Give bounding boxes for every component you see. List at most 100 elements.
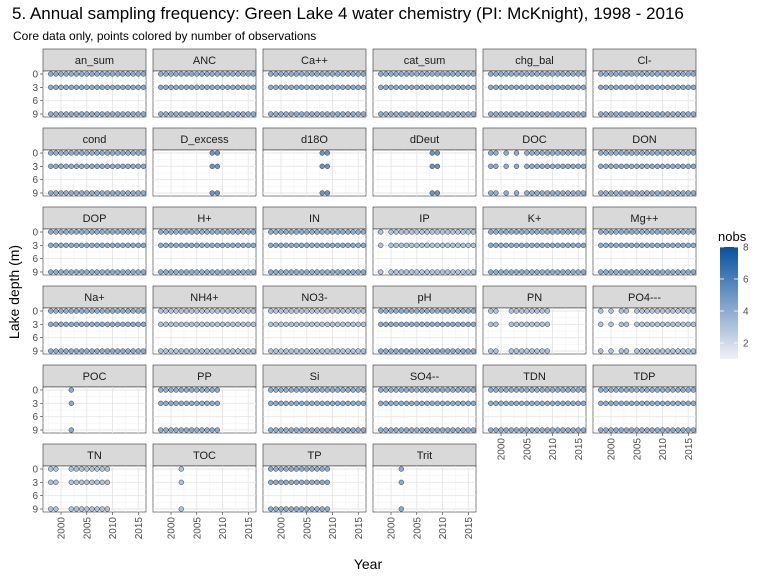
data-point xyxy=(378,427,384,433)
data-point xyxy=(649,229,655,235)
data-point xyxy=(649,387,655,393)
data-point xyxy=(78,479,85,485)
data-point xyxy=(355,71,361,77)
data-point xyxy=(575,400,581,406)
data-point xyxy=(194,400,200,406)
data-point xyxy=(398,269,404,275)
data-point xyxy=(273,229,279,235)
data-point xyxy=(178,400,184,406)
data-point xyxy=(360,308,367,314)
data-point xyxy=(68,308,74,314)
data-point xyxy=(324,71,331,77)
data-point xyxy=(685,308,691,314)
data-point xyxy=(355,387,361,393)
data-point xyxy=(104,321,111,327)
data-point xyxy=(498,400,504,406)
data-point xyxy=(188,308,195,314)
y-tick-label: 9 xyxy=(32,189,38,200)
data-point xyxy=(544,427,551,433)
data-point xyxy=(424,269,430,275)
data-point xyxy=(555,111,561,117)
data-point xyxy=(324,229,331,235)
data-point xyxy=(503,71,509,77)
data-point xyxy=(414,321,420,327)
data-point xyxy=(493,400,499,406)
data-point xyxy=(309,269,315,275)
data-point xyxy=(634,84,640,90)
data-point xyxy=(575,150,581,156)
data-point xyxy=(63,348,69,354)
data-point xyxy=(245,84,251,90)
facet-strip-label: NH4+ xyxy=(190,292,218,304)
data-point xyxy=(575,71,581,77)
data-point xyxy=(665,308,671,314)
data-point xyxy=(429,150,435,156)
data-point xyxy=(304,348,310,354)
data-point xyxy=(690,150,697,156)
data-point xyxy=(680,387,686,393)
data-point xyxy=(58,229,64,235)
data-point xyxy=(314,506,320,512)
data-point xyxy=(89,466,95,472)
data-point xyxy=(534,71,540,77)
data-point xyxy=(109,229,116,235)
data-point xyxy=(293,321,300,327)
data-point xyxy=(623,387,630,393)
data-point xyxy=(670,400,676,406)
data-point xyxy=(99,321,105,327)
data-point xyxy=(685,427,691,433)
data-point xyxy=(644,321,650,327)
data-point xyxy=(168,400,174,406)
data-point xyxy=(115,71,121,77)
data-point xyxy=(544,71,551,77)
data-point xyxy=(493,427,499,433)
data-point xyxy=(560,150,566,156)
x-tick-label: 2005 xyxy=(412,517,423,540)
data-point xyxy=(209,242,215,248)
data-point xyxy=(670,242,676,248)
data-point xyxy=(319,84,325,90)
data-point xyxy=(560,84,566,90)
data-point xyxy=(68,387,74,393)
data-point xyxy=(618,111,624,117)
data-point xyxy=(89,163,95,169)
data-point xyxy=(534,242,540,248)
data-point xyxy=(445,229,451,235)
data-point xyxy=(84,479,90,485)
data-point xyxy=(654,400,661,406)
data-point xyxy=(675,163,681,169)
data-point xyxy=(529,111,535,117)
data-point xyxy=(570,150,576,156)
data-point xyxy=(398,321,404,327)
data-point xyxy=(204,71,210,77)
data-point xyxy=(493,150,499,156)
data-point xyxy=(445,242,451,248)
data-point xyxy=(240,71,246,77)
data-point xyxy=(544,400,551,406)
data-point xyxy=(628,111,635,117)
data-point xyxy=(555,150,561,156)
data-point xyxy=(460,321,466,327)
y-tick-label: 0 xyxy=(32,307,38,318)
data-point xyxy=(659,190,666,196)
data-point xyxy=(273,308,279,314)
data-point xyxy=(570,111,576,117)
data-point xyxy=(109,321,116,327)
data-point xyxy=(99,84,105,90)
data-point xyxy=(565,150,571,156)
data-point xyxy=(628,71,635,77)
data-point xyxy=(293,111,300,117)
facet-panel-ph: pH xyxy=(372,285,477,355)
data-point xyxy=(618,242,624,248)
data-point xyxy=(503,427,509,433)
data-point xyxy=(388,242,394,248)
data-point xyxy=(680,229,686,235)
data-point xyxy=(544,84,551,90)
data-point xyxy=(450,71,456,77)
data-point xyxy=(618,400,624,406)
data-point xyxy=(158,308,164,314)
data-point xyxy=(565,190,571,196)
data-point xyxy=(665,400,671,406)
